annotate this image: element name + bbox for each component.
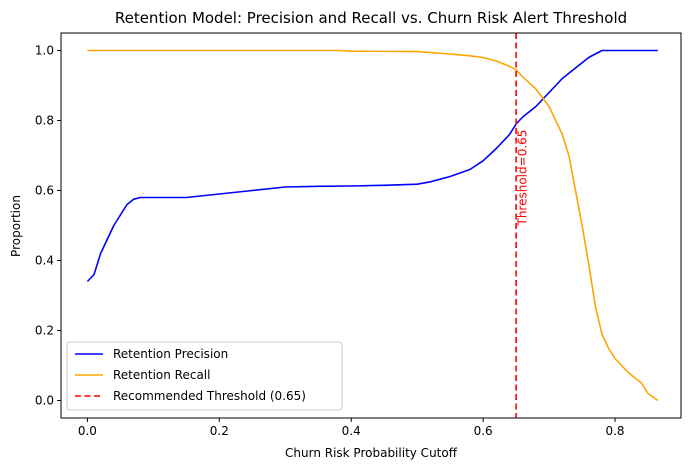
y-tick-label: 1.0 xyxy=(35,44,54,58)
plot-area: Threshold=0.65 xyxy=(86,33,659,418)
legend-frame xyxy=(66,341,343,411)
x-axis-label: Churn Risk Probability Cutoff xyxy=(285,446,458,460)
threshold-annotation: Threshold=0.65 xyxy=(516,130,530,227)
plot-frame xyxy=(60,32,682,419)
legend-label: Recommended Threshold (0.65) xyxy=(113,389,306,403)
legend-label: Retention Precision xyxy=(113,347,228,361)
legend: Retention Precision Retention Recall Recom… xyxy=(66,341,343,411)
y-tick-label: 0.0 xyxy=(35,394,54,408)
series-line-recall xyxy=(87,49,659,402)
x-tick-label: 0.4 xyxy=(342,424,361,438)
x-tick-label: 0.8 xyxy=(605,424,624,438)
y-tick-label: 0.4 xyxy=(35,254,54,268)
x-tick-label: 0.2 xyxy=(210,424,229,438)
legend-label: Retention Recall xyxy=(113,368,210,382)
y-axis-label: Proportion xyxy=(9,195,23,257)
y-tick-label: 0.8 xyxy=(35,114,54,128)
x-tick-label: 0.6 xyxy=(474,424,493,438)
chart-title: Retention Model: Precision and Recall vs… xyxy=(115,9,627,27)
y-tick-label: 0.6 xyxy=(35,184,54,198)
series-line-precision xyxy=(86,49,658,283)
y-tick-label: 0.2 xyxy=(35,324,54,338)
axis-ticks: 0.0 0.2 0.4 0.6 0.8 0.0 0.2 0.4 0.6 0.8 1.0 xyxy=(35,44,625,439)
x-tick-label: 0.0 xyxy=(78,424,97,438)
